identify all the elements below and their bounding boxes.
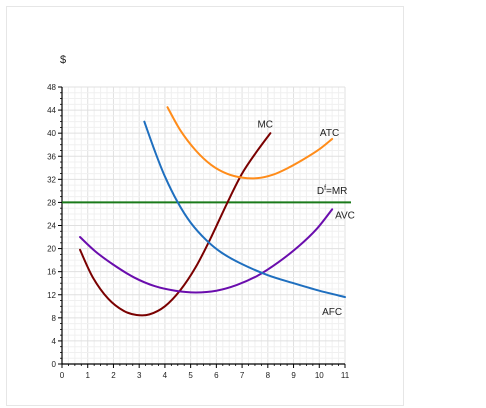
grid [61,86,346,365]
curves [62,106,351,317]
y-tick-label: 4 [52,337,57,346]
x-tick-label: 11 [341,371,350,380]
y-tick-label: 44 [47,106,56,115]
y-tick-label: 20 [47,245,56,254]
x-tick-label: 2 [111,371,116,380]
curve-afc [143,120,346,299]
y-tick-label: 8 [52,314,57,323]
x-tick-label: 5 [188,371,193,380]
chart-frame: 0 1 2 3 4 5 6 7 8 9 10 11 0 4 8 12 16 20 24 28 32 36 40 44 48 Df… [6,6,404,406]
label-avc: AVC [335,211,355,222]
x-tick-label: 0 [60,371,65,380]
curve-avc [79,208,334,294]
y-tick-label: 28 [47,198,56,207]
x-tick-label: 8 [266,371,271,380]
y-tick-label: 40 [47,129,56,138]
x-tick-label: 4 [163,371,168,380]
curve-mc [79,132,272,317]
label-atc: ATC [320,128,339,139]
y-axis-label: $ [60,54,66,66]
y-tick-label: 12 [47,291,56,300]
label-mc: MC [257,119,273,130]
y-tick-label: 32 [47,175,56,184]
x-tick-label: 7 [240,371,245,380]
x-tick-label: 3 [137,371,142,380]
y-tick-label: 24 [47,222,56,231]
y-tick-label: 36 [47,152,56,161]
x-tick-label: 9 [291,371,296,380]
x-tick-label: 6 [214,371,219,380]
y-tick-label: 16 [47,268,56,277]
curve-labels: Df=MR MC ATC AVC AFC [257,119,354,318]
label-afc: AFC [322,307,342,318]
label-df-mr: Df=MR [317,185,348,197]
x-tick-label: 10 [315,371,324,380]
y-tick-label: 48 [47,83,56,92]
curve-atc [166,106,334,180]
x-tick-label: 1 [86,371,91,380]
y-tick-label: 0 [52,360,57,369]
